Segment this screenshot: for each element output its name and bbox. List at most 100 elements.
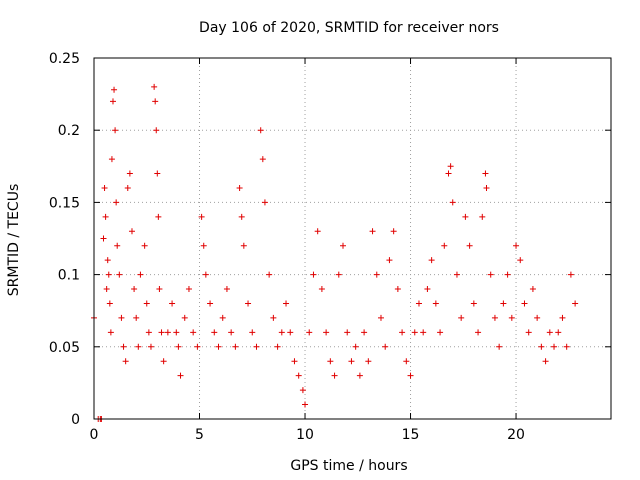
data-point <box>356 372 363 379</box>
data-point <box>120 343 127 350</box>
data-point <box>572 300 579 307</box>
data-point <box>133 314 140 321</box>
data-point <box>555 329 562 336</box>
data-point <box>219 314 226 321</box>
data-point <box>432 300 439 307</box>
data-point <box>470 300 477 307</box>
data-point <box>108 156 115 163</box>
x-tick-label: 15 <box>402 427 420 443</box>
data-point <box>500 300 507 307</box>
data-point <box>340 242 347 249</box>
data-point <box>113 199 120 206</box>
data-point <box>228 329 235 336</box>
data-point <box>232 343 239 350</box>
axis-ticks <box>93 57 611 420</box>
plot-frame <box>93 57 612 420</box>
data-point <box>207 300 214 307</box>
data-point <box>103 286 110 293</box>
data-point <box>283 300 290 307</box>
data-point <box>169 300 176 307</box>
data-point <box>177 372 184 379</box>
data-point <box>259 156 266 163</box>
data-point <box>158 329 165 336</box>
data-point <box>513 242 520 249</box>
data-point <box>327 358 334 365</box>
data-point <box>386 257 393 264</box>
data-point <box>563 343 570 350</box>
data-point <box>126 170 133 177</box>
data-point <box>361 329 368 336</box>
data-point <box>194 343 201 350</box>
data-point <box>491 314 498 321</box>
data-point <box>122 358 129 365</box>
data-point <box>447 163 454 170</box>
data-point <box>215 343 222 350</box>
data-point <box>306 329 313 336</box>
data-point <box>496 343 503 350</box>
data-point <box>160 358 167 365</box>
data-point <box>114 242 121 249</box>
data-point <box>236 184 243 191</box>
data-point <box>458 314 465 321</box>
data-point <box>437 329 444 336</box>
data-point <box>155 213 162 220</box>
data-point <box>453 271 460 278</box>
y-tick-label: 0.2 <box>58 123 80 139</box>
data-point <box>238 213 245 220</box>
data-point <box>151 83 158 90</box>
x-tick-label: 0 <box>90 427 99 443</box>
data-point <box>403 358 410 365</box>
data-point <box>295 372 302 379</box>
data-point <box>240 242 247 249</box>
data-point <box>102 213 109 220</box>
data-point <box>517 257 524 264</box>
data-point <box>323 329 330 336</box>
data-point <box>559 314 566 321</box>
data-point <box>131 286 138 293</box>
data-point <box>190 329 197 336</box>
data-point <box>529 286 536 293</box>
data-point <box>100 235 107 242</box>
data-point <box>567 271 574 278</box>
data-point <box>181 314 188 321</box>
data-point <box>153 127 160 134</box>
data-point <box>101 184 108 191</box>
data-point <box>420 329 427 336</box>
x-tick-label: 10 <box>296 427 314 443</box>
data-point <box>551 343 558 350</box>
data-point <box>449 199 456 206</box>
data-point <box>278 329 285 336</box>
y-tick-label: 0.05 <box>49 340 80 356</box>
data-point <box>104 257 111 264</box>
data-point <box>399 329 406 336</box>
data-point <box>466 242 473 249</box>
data-point <box>482 170 489 177</box>
data-point <box>128 228 135 235</box>
data-point <box>141 242 148 249</box>
data-point <box>310 271 317 278</box>
y-tick-label: 0.25 <box>49 51 80 67</box>
data-point <box>137 271 144 278</box>
data-point <box>365 358 372 365</box>
data-point <box>109 98 116 105</box>
data-point <box>344 329 351 336</box>
data-point <box>542 358 549 365</box>
data-point <box>173 329 180 336</box>
y-axis-label: SRMTID / TECUs <box>6 184 22 297</box>
y-tick-label: 0.1 <box>58 268 80 284</box>
x-tick-label: 20 <box>507 427 525 443</box>
data-point <box>249 329 256 336</box>
data-point <box>352 343 359 350</box>
y-tick-label: 0 <box>71 412 80 428</box>
data-point <box>274 343 281 350</box>
data-point <box>508 314 515 321</box>
data-point <box>487 271 494 278</box>
data-point <box>373 271 380 278</box>
data-point <box>504 271 511 278</box>
data-point <box>143 300 150 307</box>
data-point <box>348 358 355 365</box>
data-point <box>145 329 152 336</box>
data-point <box>369 228 376 235</box>
data-point <box>253 343 260 350</box>
data-point <box>445 170 452 177</box>
